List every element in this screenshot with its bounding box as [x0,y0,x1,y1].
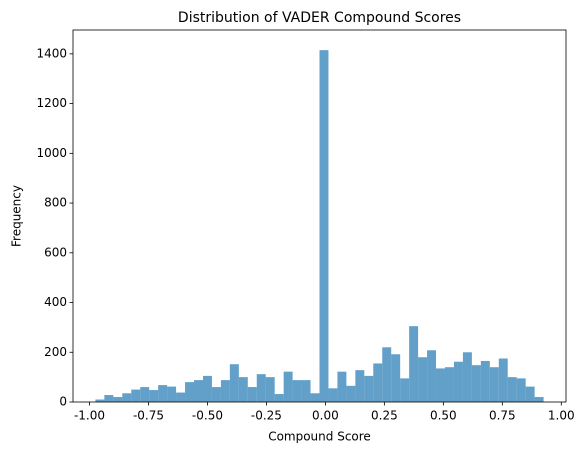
y-tick-label: 400 [44,295,67,309]
bar [202,375,212,402]
bar [122,393,132,402]
bar [211,387,221,402]
y-axis-label: Frequency [10,185,24,247]
bar [176,392,186,402]
bar [346,385,356,402]
bar [229,364,239,402]
y-tick-label: 1200 [36,96,67,110]
bar [238,377,248,402]
bar [310,393,320,402]
y-tick-label: 1400 [36,46,67,60]
bar [525,386,535,402]
bar [301,380,311,402]
bar [516,378,526,402]
bar [382,347,392,402]
y-tick-label: 0 [59,395,67,409]
x-tick-label: -0.50 [192,409,223,423]
bar [185,382,195,402]
bar [104,395,114,402]
bar [498,358,508,402]
y-tick-label: 800 [44,196,67,210]
x-tick-label: -0.25 [251,409,282,423]
x-tick-label: -1.00 [74,409,105,423]
y-tick-label: 1000 [36,146,67,160]
bar [149,390,159,402]
bar [462,352,472,402]
bar [427,350,437,402]
bar [444,367,454,402]
plot-frame [72,29,567,403]
x-tick-label: 0.75 [489,409,516,423]
bar [95,399,105,402]
bar [194,380,203,402]
bar [265,377,275,402]
x-tick-label: 0.00 [312,409,339,423]
bar [507,377,517,402]
x-tick-label: 0.50 [430,409,457,423]
bar [373,363,383,402]
bar [355,370,365,402]
bar [220,380,230,402]
bar [418,357,428,402]
bar [113,397,123,402]
bar [319,50,329,402]
bar [453,361,463,402]
bar [158,385,168,402]
bar [400,378,410,402]
bar [534,397,544,402]
bar [364,375,374,402]
bar [131,389,141,402]
x-axis-label: Compound Score [268,430,371,444]
chart-title: Distribution of VADER Compound Scores [178,10,461,26]
x-tick-label: 1.00 [548,409,575,423]
bar [247,387,257,402]
bar [140,387,150,402]
bar [391,354,401,402]
y-tick-label: 200 [44,345,67,359]
bar [489,367,499,402]
bar [256,374,266,402]
bar [436,368,445,402]
x-tick-label: -0.75 [133,409,164,423]
bar [328,388,338,402]
bar [283,371,293,402]
bar [292,380,302,402]
y-tick-label: 600 [44,245,67,259]
x-tick-label: 0.25 [371,409,398,423]
bar [471,365,481,402]
bar [337,371,347,402]
bar [274,394,284,402]
bar [409,326,419,402]
bar [480,360,490,402]
bar [167,386,177,402]
